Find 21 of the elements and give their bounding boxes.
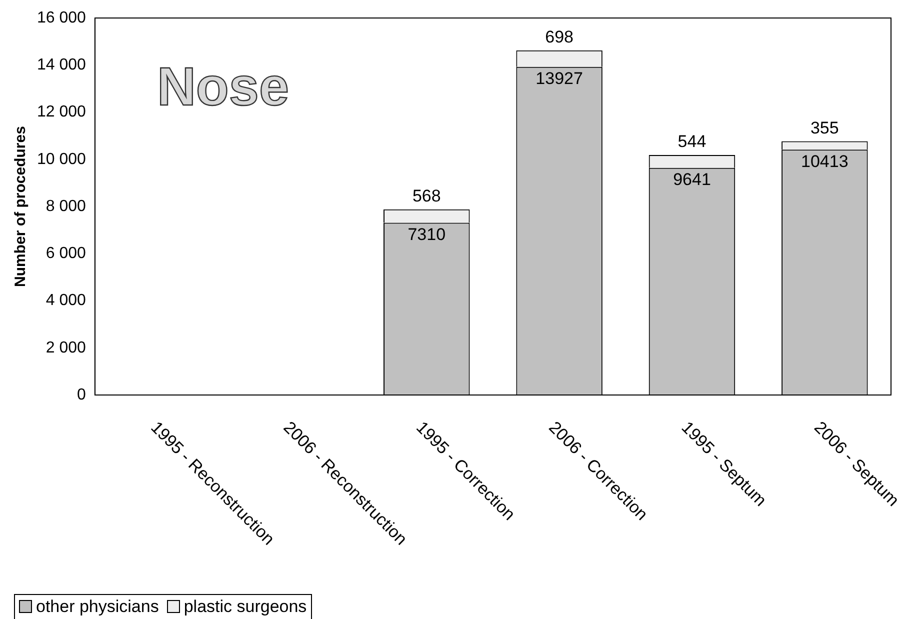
y-tick-label: 10 000 bbox=[37, 150, 86, 168]
data-label: 568 bbox=[412, 186, 441, 206]
y-tick-label: 14 000 bbox=[37, 56, 86, 74]
data-label: 13927 bbox=[536, 69, 583, 88]
y-tick-label: 0 bbox=[77, 386, 86, 404]
data-label: 10413 bbox=[801, 152, 848, 171]
data-label: 544 bbox=[678, 132, 706, 152]
data-label: 9641 bbox=[673, 170, 711, 190]
legend-label: other physicians bbox=[35, 597, 159, 617]
y-axis-title: Number of procedures bbox=[12, 126, 30, 287]
data-label: 698 bbox=[545, 28, 574, 47]
y-tick-label: 8 000 bbox=[46, 198, 86, 215]
y-tick-label: 4 000 bbox=[46, 292, 86, 310]
y-tick-label: 6 000 bbox=[46, 245, 86, 262]
y-tick-label: 16 000 bbox=[37, 9, 86, 26]
data-label: 355 bbox=[810, 118, 839, 138]
y-tick-label: 12 000 bbox=[37, 104, 86, 121]
y-tick-label: 2 000 bbox=[46, 339, 86, 356]
data-label: 7310 bbox=[408, 224, 446, 244]
text: Nose bbox=[156, 56, 289, 117]
legend-label: plastic surgeons bbox=[182, 597, 307, 617]
